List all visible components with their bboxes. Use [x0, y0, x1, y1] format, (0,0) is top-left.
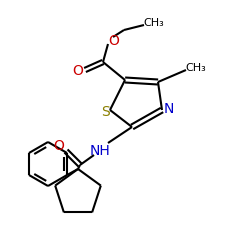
Text: O: O: [108, 34, 120, 48]
Text: CH₃: CH₃: [144, 18, 165, 28]
Text: O: O: [54, 139, 64, 153]
Text: O: O: [72, 64, 84, 78]
Text: NH: NH: [90, 144, 110, 158]
Text: CH₃: CH₃: [186, 63, 206, 73]
Text: N: N: [164, 102, 174, 116]
Text: S: S: [100, 105, 110, 119]
